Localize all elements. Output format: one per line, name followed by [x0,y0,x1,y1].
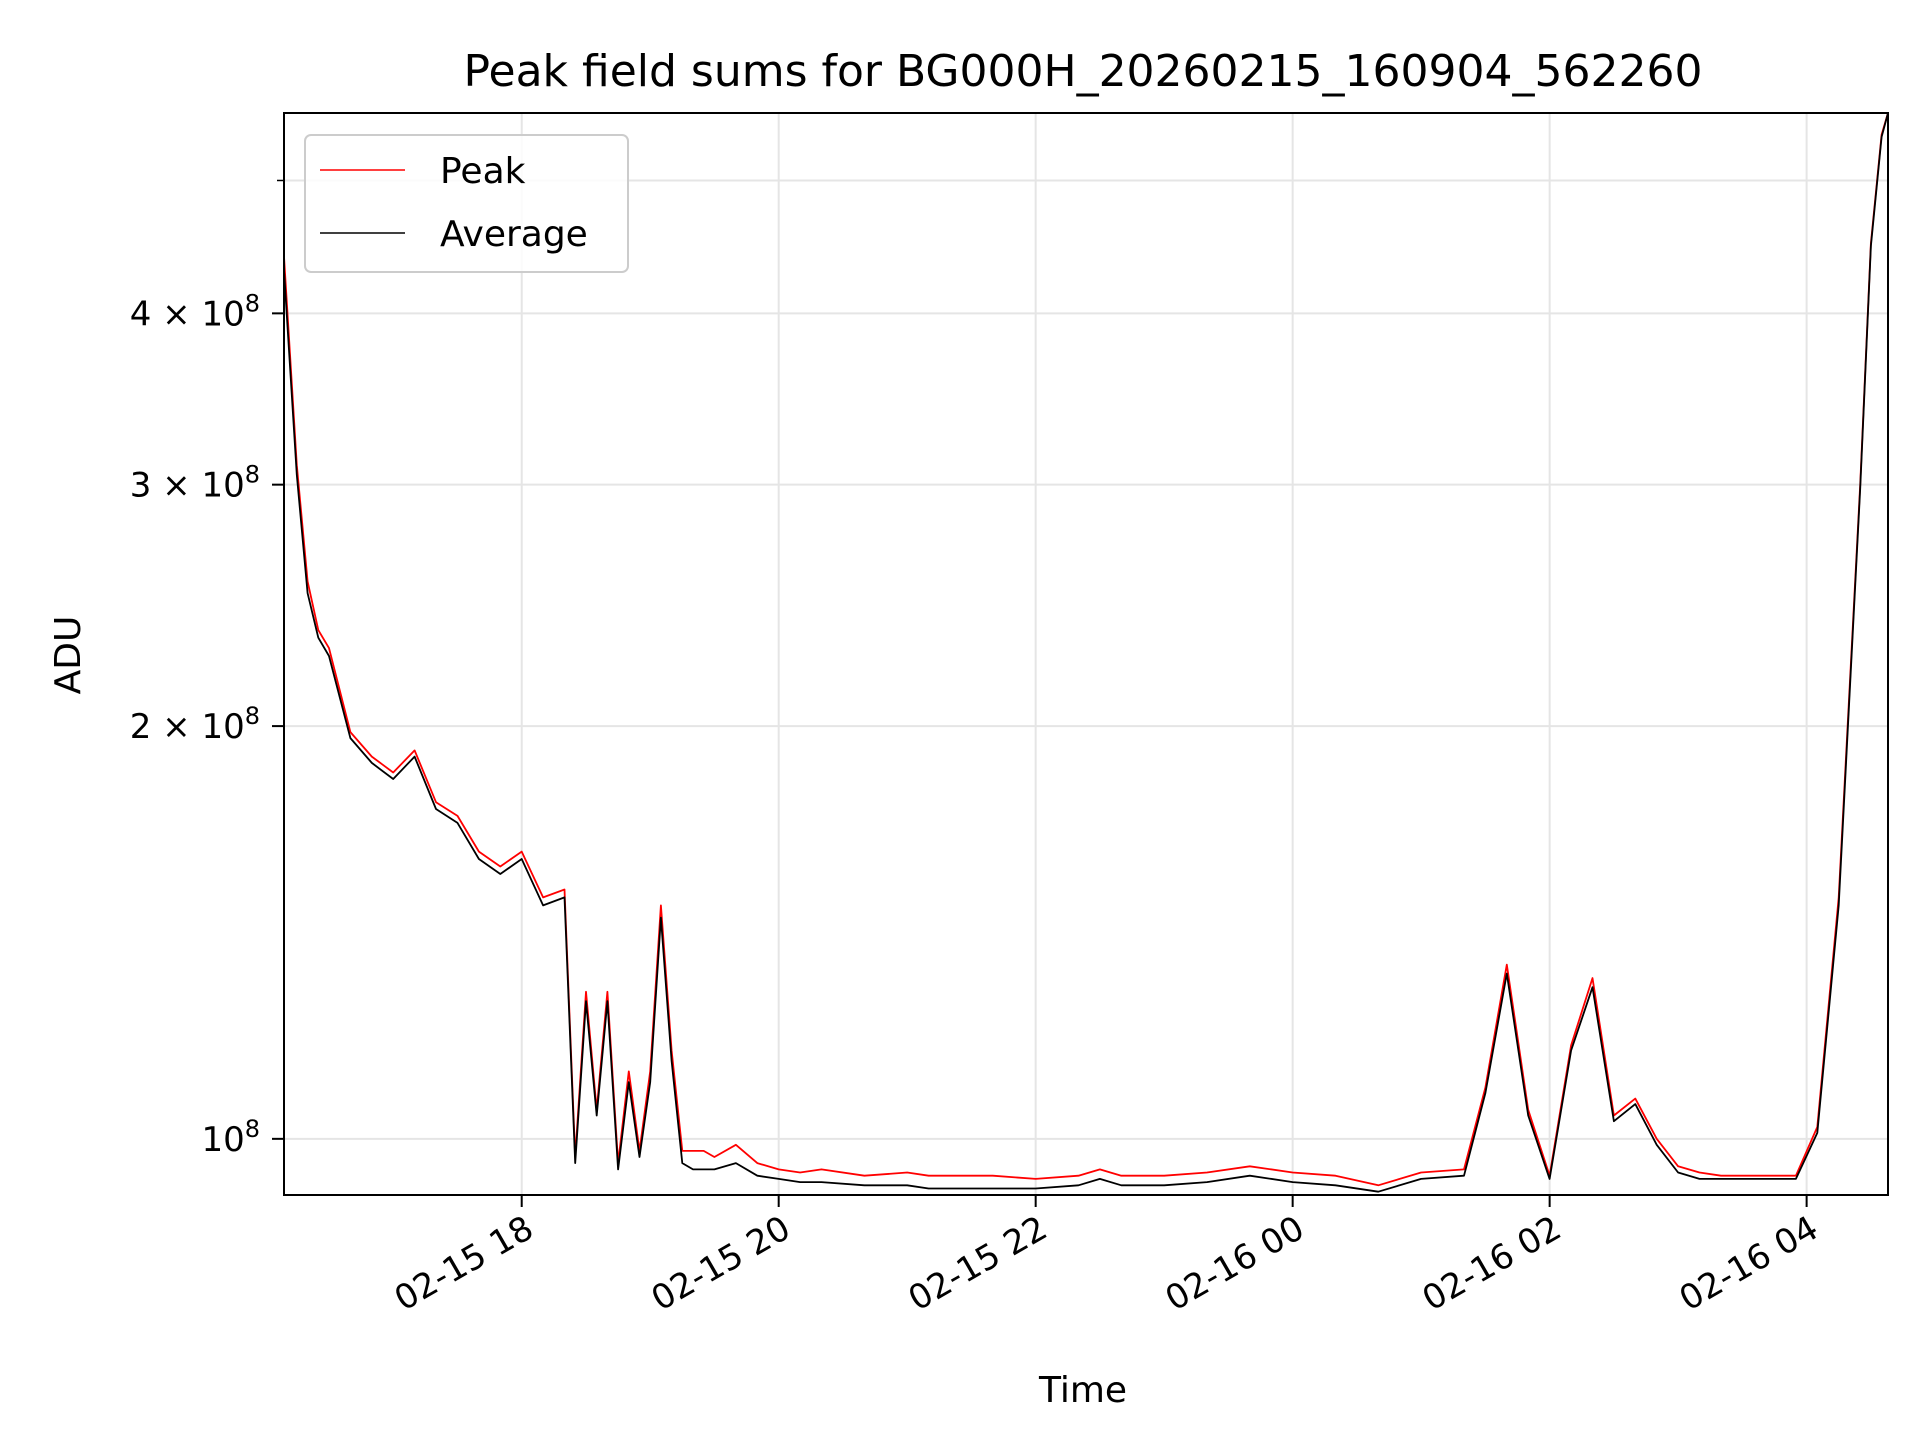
x-tick-label: 02-16 04 [1673,1208,1825,1319]
y-axis-label: ADU [48,616,89,695]
series-line-peak [283,112,1889,1187]
chart-title: Peak field sums for BG000H_20260215_1609… [464,46,1703,97]
y-tick-label: 108 [201,1115,260,1160]
plot-frame [283,112,1889,1196]
x-tick-label: 02-16 00 [1159,1208,1311,1319]
x-tick-label: 02-15 22 [902,1208,1054,1319]
x-axis-label: Time [1038,1370,1127,1411]
y-tick-label: 3 × 108 [130,461,260,506]
x-tick-label: 02-15 20 [645,1208,797,1319]
grid [284,113,1888,1195]
series-lines [283,112,1889,1193]
series-line-average [283,112,1889,1193]
x-tick-label: 02-15 18 [388,1208,540,1319]
y-tick-label: 2 × 108 [130,702,260,747]
x-tick-label: 02-16 02 [1416,1208,1568,1319]
legend: Peak Average [304,134,629,273]
axis-ticks: 02-15 18 02-15 20 02-15 22 02-16 00 02-16 02… [130,179,1825,1319]
y-tick-label: 4 × 108 [130,289,260,334]
legend-label-peak: Peak [440,151,526,192]
legend-label-average: Average [440,214,588,255]
